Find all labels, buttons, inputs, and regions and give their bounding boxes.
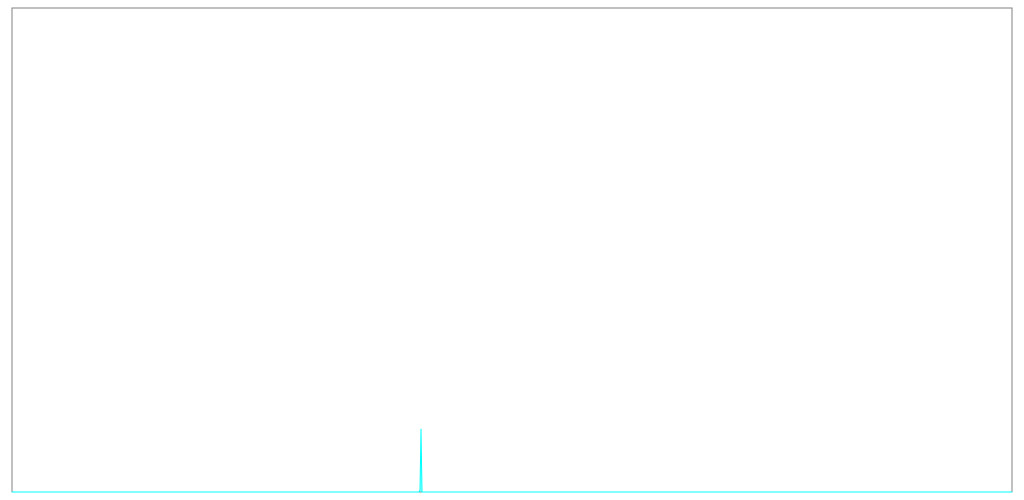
series-0-point-0 [11, 491, 13, 493]
series-0-point-4 [420, 428, 422, 430]
plot-frame [11, 7, 1013, 493]
series-0-point-7 [1011, 491, 1013, 493]
series-0-point-2 [418, 491, 420, 493]
series-0-point-5 [421, 491, 423, 493]
series-0-point-3 [419, 489, 421, 491]
series-0-point-6 [711, 491, 713, 493]
series-layer [11, 428, 1013, 493]
series-0-point-1 [111, 491, 113, 493]
series-0-line [12, 429, 1012, 493]
